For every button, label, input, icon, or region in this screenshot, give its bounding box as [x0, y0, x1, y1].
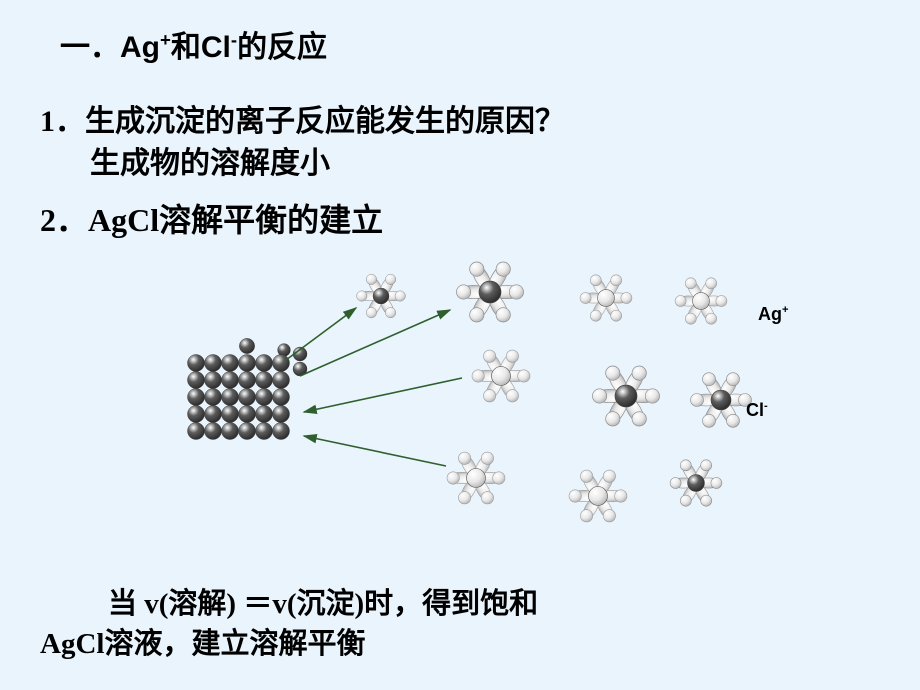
- question-2: 2．AgCl溶解平衡的建立: [40, 195, 383, 241]
- label-cl-text: Cl: [746, 400, 764, 420]
- question-1-line1: 1．生成沉淀的离子反应能发生的原因？: [40, 96, 565, 140]
- label-cl-minus: Cl-: [746, 400, 768, 421]
- dissolution-diagram: [166, 248, 786, 538]
- title-ag-sup: +: [160, 29, 171, 50]
- conclusion-line1: 当 v(溶解) ＝v(沉淀)时，得到饱和: [108, 580, 538, 622]
- title-cl: Cl: [201, 31, 231, 64]
- label-ag-text: Ag: [758, 304, 782, 324]
- label-cl-sup: -: [764, 400, 768, 412]
- title-and: 和: [171, 31, 201, 64]
- title-prefix: 一．: [60, 31, 120, 64]
- title-suffix: 的反应: [237, 31, 327, 64]
- conclusion-line2: AgCl溶液，建立溶解平衡: [40, 620, 365, 662]
- question-1-line2: 生成物的溶解度小: [90, 138, 330, 182]
- label-ag-sup: +: [782, 304, 789, 316]
- title-ag: Ag: [120, 31, 160, 64]
- label-ag-plus: Ag+: [758, 304, 789, 325]
- section-title: 一．Ag+和Cl-的反应: [60, 22, 327, 66]
